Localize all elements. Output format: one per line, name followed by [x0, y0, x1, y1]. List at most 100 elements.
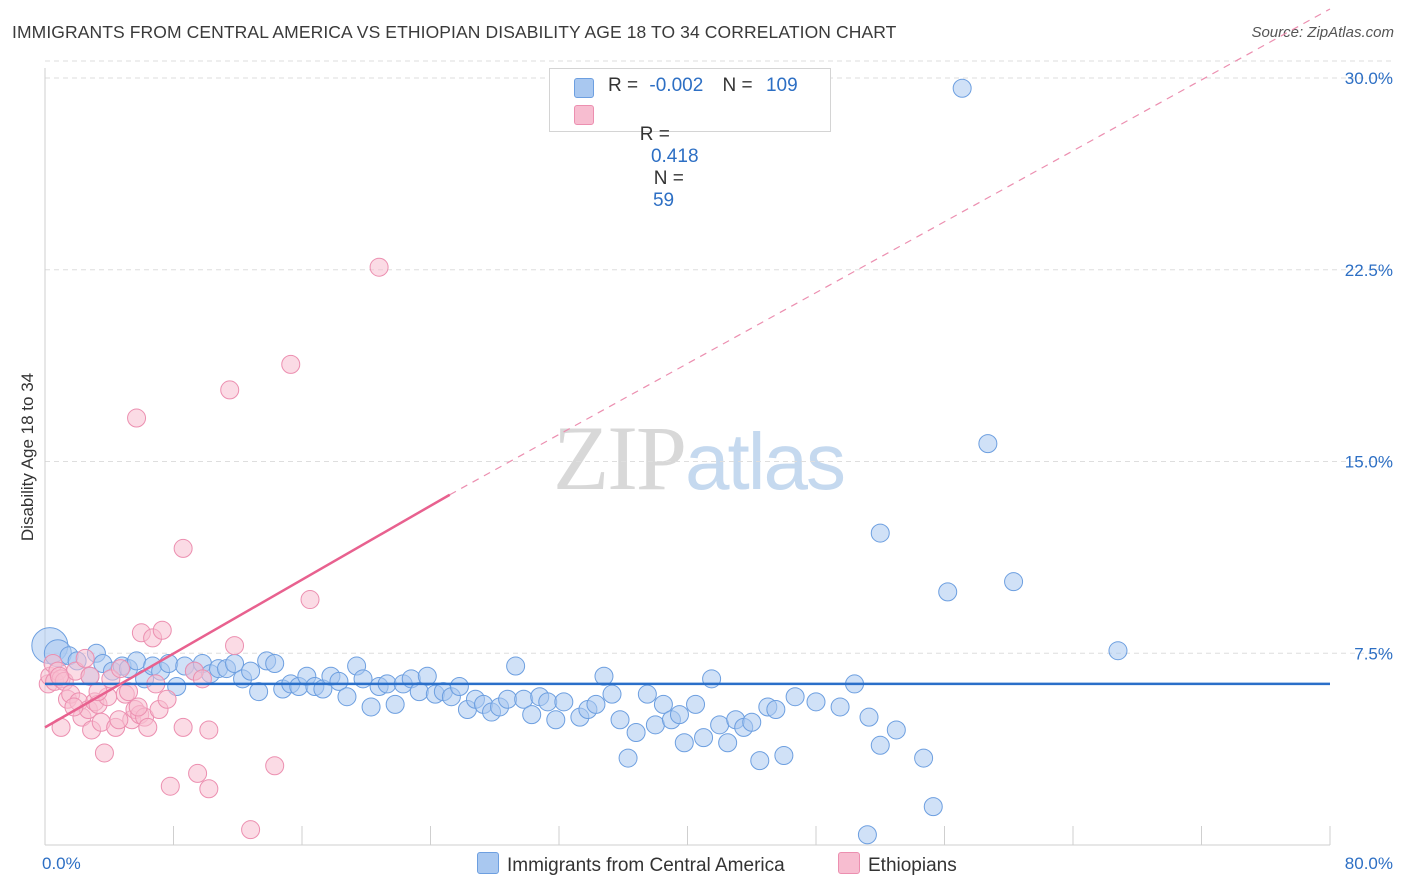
ethiopian-point [225, 636, 245, 656]
bottom-legend-label: Ethiopians [868, 855, 957, 876]
central-america-point [626, 723, 646, 743]
central-america-point [249, 682, 269, 702]
central-america-point [774, 746, 794, 766]
ethiopian-trendline [44, 493, 451, 729]
central-america-point [718, 733, 738, 753]
bottom-legend-swatch-blue [477, 852, 499, 874]
y-tick-label: 7.5% [1354, 644, 1393, 663]
central-america-point [859, 707, 879, 727]
ethiopian-point [127, 408, 147, 428]
central-america-point [645, 715, 665, 735]
central-america-point [669, 705, 689, 725]
central-america-point [385, 694, 405, 714]
legend-r-label: R = [639, 124, 670, 145]
legend-r-value: 0.418 [645, 146, 699, 167]
central-america-point [710, 715, 730, 735]
central-america-point [594, 666, 614, 686]
central-america-point [337, 687, 357, 707]
ethiopian-point [75, 648, 95, 668]
y-tick-label: 15.0% [1345, 453, 1393, 472]
bottom-legend-ethiopians: Ethiopians [838, 852, 957, 876]
central-america-point [674, 733, 694, 753]
central-america-point [857, 825, 877, 845]
y-tick-label: 22.5% [1345, 261, 1393, 280]
ethiopian-point [152, 620, 172, 640]
ethiopian-point [173, 538, 193, 558]
central-america-point [241, 661, 261, 681]
central-america-point [127, 651, 147, 671]
central-america-point [938, 582, 958, 602]
central-america-point [637, 684, 657, 704]
central-america-point [417, 666, 437, 686]
legend-r-label: R = [608, 75, 639, 96]
legend-swatch-pink [574, 105, 594, 125]
ethiopian-point [199, 720, 219, 740]
central-america-point [538, 692, 558, 712]
ethiopian-point [94, 743, 114, 763]
ethiopian-point [199, 779, 219, 799]
ethiopian-point [119, 682, 139, 702]
ethiopian-point [369, 257, 389, 277]
ethiopian-point [265, 756, 285, 776]
bottom-legend-label: Immigrants from Central America [507, 855, 785, 876]
central-america-point [586, 694, 606, 714]
legend-r-value: -0.002 [649, 75, 704, 96]
central-america-point [766, 699, 786, 719]
central-america-point [750, 751, 770, 771]
bottom-legend-swatch-pink [838, 852, 860, 874]
central-america-point [554, 692, 574, 712]
legend-n-value: 59 [647, 190, 675, 211]
chart-title: IMMIGRANTS FROM CENTRAL AMERICA VS ETHIO… [12, 22, 897, 42]
central-america-point [329, 671, 349, 691]
source-note: Source: ZipAtlas.com [1251, 24, 1394, 41]
central-america-point [610, 710, 630, 730]
central-america-point [546, 710, 566, 730]
ethiopian-point [128, 697, 148, 717]
ethiopian-point [188, 763, 208, 783]
ethiopian-trendline-extension [449, 8, 1331, 496]
central-america-point [870, 735, 890, 755]
ethiopian-point [160, 776, 180, 796]
ethiopian-point [300, 590, 320, 610]
ethiopian-point [138, 717, 158, 737]
central-america-point [1004, 572, 1024, 592]
central-america-point [742, 712, 762, 732]
legend-swatch-blue [574, 78, 594, 98]
central-america-point [1108, 641, 1128, 661]
central-america-point [886, 720, 906, 740]
central-america-point [653, 694, 673, 714]
central-america-point [978, 434, 998, 454]
central-america-point [361, 697, 381, 717]
ethiopian-point [109, 710, 129, 730]
correlation-legend: R = -0.002 N = 109 R = 0.418 N = 59 [549, 68, 831, 211]
central-america-point [498, 689, 518, 709]
central-america-point [602, 684, 622, 704]
central-america-point [506, 656, 526, 676]
central-america-point [914, 748, 934, 768]
central-america-point [923, 797, 943, 817]
ethiopian-point [110, 659, 130, 679]
central-america-point [694, 728, 714, 748]
ethiopian-point [157, 689, 177, 709]
central-america-point [449, 676, 469, 696]
ethiopian-point [220, 380, 240, 400]
ethiopian-point [49, 666, 69, 686]
ethiopian-point [80, 666, 100, 686]
legend-n-label: N = [722, 75, 753, 96]
ethiopian-point [241, 820, 261, 840]
x-tick-label: 0.0% [42, 854, 81, 873]
x-tick-label: 80.0% [1345, 854, 1393, 873]
central-america-point [830, 697, 850, 717]
ethiopian-point [173, 717, 193, 737]
central-america-point [618, 748, 638, 768]
central-america-point [870, 523, 890, 543]
y-axis-label: Disability Age 18 to 34 [18, 372, 37, 542]
central-america-point [167, 676, 187, 696]
central-america-point [522, 705, 542, 725]
central-america-point [686, 694, 706, 714]
bottom-legend-central-america: Immigrants from Central America [477, 852, 785, 876]
legend-n-value: 109 [765, 75, 798, 96]
legend-n-label: N = [653, 168, 684, 189]
central-america-point [952, 78, 972, 98]
